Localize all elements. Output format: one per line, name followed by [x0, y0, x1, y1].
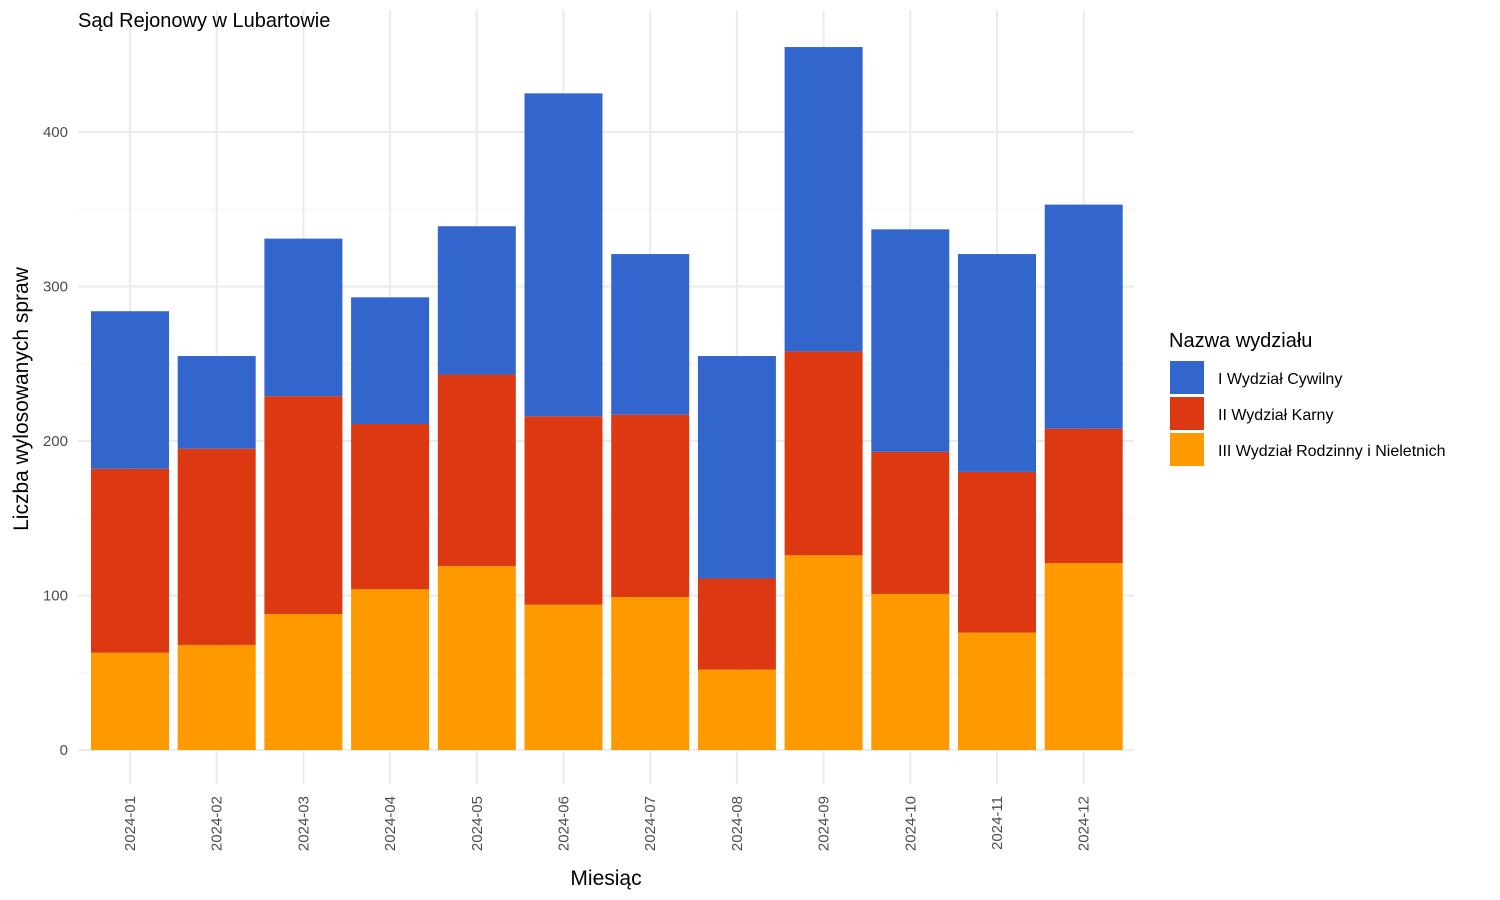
x-tick-label: 2024-04 — [382, 796, 399, 851]
bar-segment — [958, 471, 1036, 633]
bar-segment — [264, 238, 343, 397]
bar-segment — [958, 632, 1036, 750]
bar-segment — [91, 468, 169, 653]
legend-title: Nazwa wydziału — [1169, 330, 1312, 352]
x-tick-label: 2024-02 — [209, 796, 226, 851]
bar-segment — [437, 374, 516, 567]
x-axis-ticks: 2024-01 2024-02 2024-03 2024-04 2024-05 2024-… — [122, 796, 1093, 851]
bar-segment — [177, 644, 256, 750]
bar-segment — [351, 297, 430, 425]
bar-segment — [871, 229, 950, 452]
x-tick-label: 2024-06 — [556, 796, 573, 851]
x-axis-title: Miesiąc — [570, 867, 641, 890]
bar-segment — [784, 555, 863, 750]
bar-segment — [351, 589, 430, 750]
y-tick-label: 200 — [43, 433, 68, 450]
bar-segment — [784, 47, 863, 352]
y-axis-ticks: 0 100 200 300 400 — [43, 124, 68, 759]
bar-segment — [437, 566, 516, 750]
bar-segment — [697, 356, 776, 579]
bar-segment — [784, 351, 863, 556]
legend-items: I Wydział Cywilny II Wydział Karny III Wyd… — [1170, 361, 1446, 466]
x-tick-label: 2024-10 — [902, 796, 919, 851]
bar-segment — [611, 254, 690, 415]
bar-segment — [611, 414, 690, 598]
legend-label: I Wydział Cywilny — [1218, 371, 1342, 388]
bar-segment — [697, 669, 776, 750]
x-tick-label: 2024-07 — [642, 796, 659, 851]
bar-segment — [871, 451, 950, 594]
bar-segment — [1044, 428, 1123, 564]
bar-segment — [351, 424, 430, 590]
bar-segment — [1044, 563, 1123, 750]
bar-segment — [1044, 204, 1123, 429]
bar-segment — [524, 416, 603, 605]
legend-swatch — [1170, 433, 1204, 466]
bar-segment — [264, 396, 343, 615]
y-axis-title: Liczba wylosowanych spraw — [10, 266, 33, 531]
y-tick-label: 0 — [60, 742, 68, 759]
bar-segment — [437, 226, 516, 375]
bar-segment — [958, 254, 1036, 472]
bar-segment — [91, 311, 169, 469]
legend: Nazwa wydziału I Wydział Cywilny II Wydzi… — [1169, 330, 1446, 466]
legend-label: II Wydział Karny — [1218, 407, 1333, 424]
bar-segment — [524, 604, 603, 750]
x-tick-label: 2024-11 — [989, 796, 1006, 850]
x-tick-label: 2024-12 — [1076, 796, 1093, 851]
y-tick-label: 300 — [43, 279, 68, 296]
x-tick-label: 2024-03 — [295, 796, 312, 851]
x-tick-label: 2024-01 — [122, 796, 139, 851]
bar-segment — [611, 597, 690, 750]
bar-segment — [177, 356, 256, 449]
bars — [91, 47, 1123, 750]
bar-segment — [177, 448, 256, 645]
legend-swatch — [1170, 361, 1204, 394]
bar-segment — [871, 593, 950, 750]
bar-segment — [264, 614, 343, 750]
x-tick-label: 2024-05 — [469, 796, 486, 851]
bar-segment — [524, 93, 603, 417]
bar-segment — [697, 578, 776, 670]
x-tick-label: 2024-08 — [729, 796, 746, 851]
x-tick-label: 2024-09 — [816, 796, 833, 851]
y-tick-label: 100 — [43, 588, 68, 605]
bar-segment — [91, 652, 169, 750]
chart-title: Sąd Rejonowy w Lubartowie — [78, 10, 330, 32]
legend-label: III Wydział Rodzinny i Nieletnich — [1218, 443, 1446, 460]
y-tick-label: 400 — [43, 124, 68, 141]
legend-swatch — [1170, 397, 1204, 430]
